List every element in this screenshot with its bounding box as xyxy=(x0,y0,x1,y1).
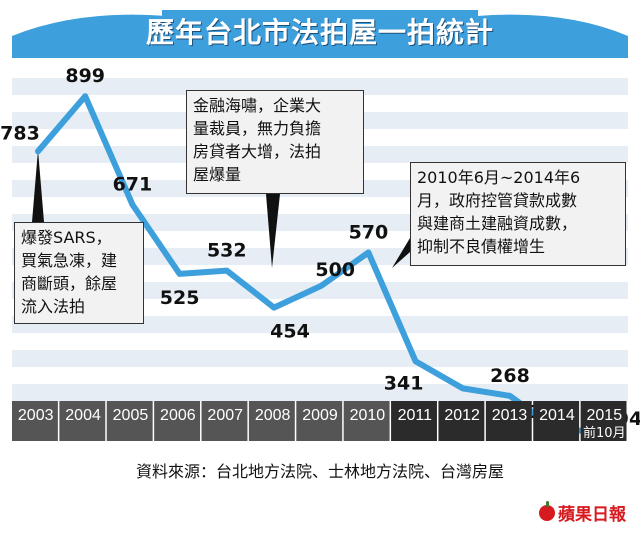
x-axis-cell xyxy=(248,401,295,441)
data-label: 671 xyxy=(113,174,153,196)
x-axis-cell xyxy=(438,401,485,441)
data-label: 341 xyxy=(384,372,424,394)
data-point xyxy=(414,359,418,363)
data-point xyxy=(508,394,512,398)
x-tick-label: 2006 xyxy=(160,407,196,424)
annotation-pointer-sars xyxy=(32,150,44,222)
x-tick-label: 2007 xyxy=(207,407,243,424)
grid-stripe xyxy=(12,384,628,401)
x-tick-sublabel: 前10月 xyxy=(583,425,626,441)
x-axis-cell xyxy=(154,401,201,441)
title-banner: 歷年台北市法拍屋一拍統計 xyxy=(12,2,628,58)
data-label: 899 xyxy=(65,65,105,87)
x-axis-cell xyxy=(59,401,106,441)
title-banner-shape xyxy=(12,10,628,58)
data-point xyxy=(130,203,134,207)
brand-logo: 蘋果日報 xyxy=(539,500,626,525)
data-point xyxy=(178,272,182,276)
x-tick-label: 2014 xyxy=(539,407,575,424)
data-label: 268 xyxy=(490,365,530,387)
annotation-pointer-financial-crisis xyxy=(266,194,280,268)
x-tick-label: 2015 xyxy=(587,407,623,424)
data-label: 525 xyxy=(160,287,200,309)
data-point xyxy=(461,386,465,390)
annotation-pointer-credit-control xyxy=(392,238,410,268)
data-label: 454 xyxy=(270,321,310,343)
annotation-credit-control: 2010年6月~2014年6 月，政府控管貸款成數 與建商土建融資成數， 抑制不… xyxy=(410,162,626,266)
data-label: 532 xyxy=(207,240,247,262)
x-axis-cell xyxy=(343,401,390,441)
data-label: 570 xyxy=(349,222,389,244)
x-axis-cell xyxy=(485,401,532,441)
data-point xyxy=(272,306,276,310)
data-point xyxy=(83,94,87,98)
x-axis-cell xyxy=(296,401,343,441)
x-axis-cell xyxy=(12,401,58,441)
grid-stripe xyxy=(12,78,628,95)
x-tick-label: 2004 xyxy=(65,407,101,424)
x-tick-label: 2003 xyxy=(18,407,54,424)
data-label: 500 xyxy=(315,259,355,281)
x-tick-label: 2013 xyxy=(492,407,528,424)
x-axis-cell xyxy=(201,401,248,441)
grid-stripe xyxy=(12,282,628,299)
annotation-financial-crisis: 金融海嘯，企業大 量裁員，無力負擔 房貸者大增，法拍 屋爆量 xyxy=(186,90,364,194)
apple-icon xyxy=(539,500,555,521)
x-tick-label: 2012 xyxy=(444,407,480,424)
annotation-sars: 爆發SARS， 買氣急凍，建 商斷頭，餘屋 流入法拍 xyxy=(14,222,144,324)
data-point xyxy=(36,149,40,153)
x-tick-label: 2009 xyxy=(302,407,338,424)
data-point xyxy=(366,251,370,254)
x-tick-label: 2008 xyxy=(255,407,291,424)
chart-title: 歷年台北市法拍屋一拍統計 xyxy=(145,16,494,49)
brand-name: 蘋果日報 xyxy=(558,505,626,525)
data-point xyxy=(319,284,323,288)
x-axis-cell xyxy=(533,401,580,441)
source-note: 資料來源：台北地方法院、士林地方法院、台灣房屋 xyxy=(135,462,504,481)
data-point xyxy=(225,269,229,273)
x-axis-cell xyxy=(391,401,437,441)
x-tick-label: 2011 xyxy=(398,407,433,424)
x-tick-label: 2005 xyxy=(113,407,149,424)
x-axis-cell xyxy=(580,401,627,441)
grid-stripe xyxy=(12,316,628,333)
x-tick-label: 2010 xyxy=(350,407,386,424)
x-axis-cell xyxy=(106,401,153,441)
grid-stripe xyxy=(12,350,628,367)
data-label: 783 xyxy=(0,122,40,144)
